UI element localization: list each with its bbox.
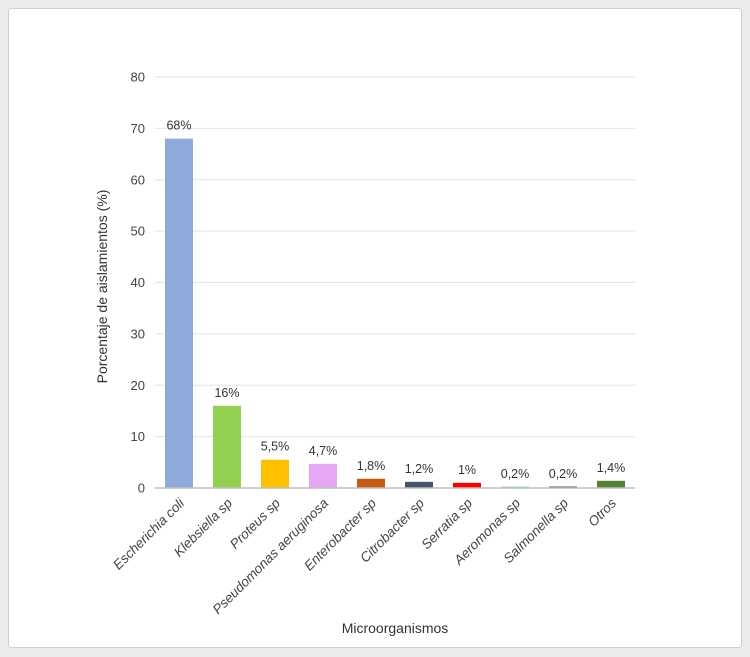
y-tick-label: 0 — [138, 481, 145, 496]
y-tick-label: 40 — [131, 275, 145, 290]
bar — [357, 478, 385, 488]
y-tick-label: 60 — [131, 172, 145, 187]
bar — [405, 481, 433, 488]
x-tick-label: Otros — [585, 495, 619, 529]
data-label: 0,2% — [501, 467, 530, 481]
y-tick-label: 80 — [131, 70, 145, 85]
data-labels: 68% 16% 5,5% 4,7% 1,8% 1,2% 1% 0,2% 0,2% 1,4% — [166, 119, 625, 481]
data-label: 4,7% — [309, 444, 338, 458]
bar — [597, 480, 625, 488]
bar — [453, 482, 481, 488]
y-tick-label: 50 — [131, 224, 145, 239]
chart-frame: 0 10 20 30 40 50 60 70 80 68% 16% 5,5% 4,7% 1,8% 1,2%… — [8, 8, 742, 648]
y-tick-label: 10 — [131, 429, 145, 444]
data-label: 5,5% — [261, 440, 290, 454]
bar-chart: 0 10 20 30 40 50 60 70 80 68% 16% 5,5% 4,7% 1,8% 1,2%… — [94, 70, 635, 636]
bar — [213, 405, 241, 488]
data-label: 1,8% — [357, 459, 386, 473]
bar — [261, 459, 289, 488]
y-axis-title: Porcentaje de aislamientos (%) — [94, 190, 110, 384]
data-label: 1,2% — [405, 462, 434, 476]
data-label: 1% — [458, 463, 476, 477]
y-tick-label: 20 — [131, 378, 145, 393]
data-label: 1,4% — [597, 461, 626, 475]
bar — [165, 138, 193, 488]
data-label: 68% — [166, 119, 191, 133]
x-tick-label: Escherichia coli — [110, 495, 188, 573]
data-label: 0,2% — [549, 467, 578, 481]
y-axis-ticks: 0 10 20 30 40 50 60 70 80 — [131, 70, 145, 496]
x-axis-title: Microorganismos — [342, 620, 449, 636]
bar — [309, 463, 337, 488]
y-tick-label: 30 — [131, 326, 145, 341]
data-label: 16% — [214, 386, 239, 400]
y-tick-label: 70 — [131, 121, 145, 136]
gridlines — [155, 76, 635, 438]
bars — [165, 138, 625, 488]
